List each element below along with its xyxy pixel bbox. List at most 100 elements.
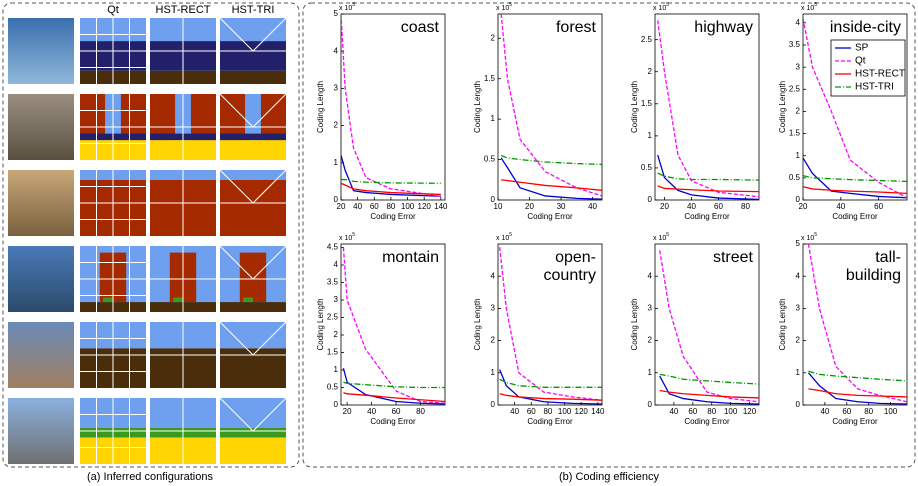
segment <box>220 427 286 438</box>
y-axis-label: Coding Length <box>473 298 482 350</box>
series-line <box>343 392 445 403</box>
series-line <box>341 178 441 184</box>
x-tick-label: 60 <box>714 202 723 211</box>
y-tick-label: 4 <box>796 18 801 27</box>
y-tick-label: 3.5 <box>327 278 339 287</box>
plot-area <box>497 243 603 406</box>
y-tick-label: 1 <box>648 368 653 377</box>
partition-line <box>252 169 287 204</box>
y-axis-label: Coding Length <box>778 298 787 350</box>
multiplier-base: x 10 <box>653 5 666 12</box>
x-axis-label: Coding Error <box>527 417 573 426</box>
series-line <box>659 375 759 405</box>
plot-area <box>802 243 908 406</box>
x-tick-label: 40 <box>836 202 845 211</box>
photo <box>8 170 74 236</box>
y-tick-label: 1 <box>491 368 496 377</box>
segment <box>220 437 286 464</box>
chart-title: forest <box>556 19 597 36</box>
series-line <box>803 186 907 195</box>
y-tick-label: 1.5 <box>484 74 496 83</box>
x-tick-label: 60 <box>370 202 379 211</box>
multiplier-exponent: 5 <box>352 232 355 238</box>
y-tick-label: 0 <box>796 195 801 204</box>
y-tick-label: 2.5 <box>641 35 653 44</box>
series-line <box>342 368 445 405</box>
y-multiplier: x 105 <box>801 232 817 242</box>
multiplier-base: x 10 <box>801 5 814 12</box>
series-group <box>342 247 445 405</box>
y-tick-label: 1.5 <box>641 99 653 108</box>
y-tick-label: 0 <box>491 195 496 204</box>
x-tick-label: 80 <box>386 202 395 211</box>
chart-title: building <box>846 267 901 284</box>
series-line <box>659 389 759 399</box>
plot-area <box>340 13 446 201</box>
x-axis-label: Coding Error <box>370 417 416 426</box>
x-tick-label: 30 <box>557 202 566 211</box>
partition-line <box>219 321 254 356</box>
x-tick-label: 80 <box>543 407 552 416</box>
multiplier-exponent: 5 <box>814 2 817 8</box>
y-axis-label: Coding Length <box>630 298 639 350</box>
x-tick-label: 40 <box>367 407 376 416</box>
series-line <box>499 378 602 388</box>
y-tick-label: 5 <box>334 9 339 18</box>
column-header: HST-TRI <box>232 4 275 16</box>
segment <box>190 94 216 141</box>
plot-area <box>654 13 760 201</box>
right-caption: (b) Coding efficiency <box>559 471 660 483</box>
multiplier-base: x 10 <box>496 235 509 242</box>
series-line <box>803 157 907 199</box>
x-tick-label: 60 <box>688 407 697 416</box>
x-axis-label: Coding Error <box>684 212 730 221</box>
x-tick-label: 100 <box>558 407 572 416</box>
column-header: Qt <box>107 4 119 16</box>
series-line <box>803 18 907 199</box>
multiplier-exponent: 5 <box>352 2 355 8</box>
partition-line <box>252 245 287 280</box>
y-tick-label: 1 <box>334 365 339 374</box>
series-line <box>659 250 759 403</box>
photo <box>8 246 74 312</box>
legend-label: Qt <box>855 56 866 67</box>
y-multiplier: x 105 <box>653 232 669 242</box>
series-line <box>341 155 441 197</box>
y-tick-label: 2.5 <box>327 313 339 322</box>
x-tick-label: 60 <box>842 407 851 416</box>
partition-line <box>252 17 287 52</box>
x-tick-label: 100 <box>884 407 898 416</box>
series-line <box>342 247 445 404</box>
photo <box>8 18 74 84</box>
segment <box>220 133 286 141</box>
segment <box>220 398 286 428</box>
series-line <box>657 154 759 200</box>
y-tick-label: 0.5 <box>327 383 339 392</box>
y-tick-label: 2 <box>648 67 653 76</box>
partition-line <box>219 397 254 432</box>
y-tick-label: 2 <box>491 336 496 345</box>
x-tick-label: 40 <box>588 202 597 211</box>
y-tick-label: 3.5 <box>789 40 801 49</box>
chart-title: coast <box>401 19 440 36</box>
y-axis-label: Coding Length <box>630 81 639 133</box>
y-tick-label: 4.5 <box>327 243 339 252</box>
photo <box>8 322 74 388</box>
partition-line <box>219 17 254 52</box>
y-tick-label: 2.5 <box>789 84 801 93</box>
x-tick-label: 20 <box>525 202 534 211</box>
multiplier-exponent: 5 <box>509 2 512 8</box>
segment <box>150 94 176 141</box>
x-tick-label: 120 <box>418 202 432 211</box>
column-header: HST-RECT <box>156 4 211 16</box>
y-tick-label: 0 <box>796 400 801 409</box>
series-line <box>807 372 907 405</box>
y-tick-label: 3 <box>648 304 653 313</box>
series-line <box>341 14 441 197</box>
series-group <box>659 250 759 405</box>
photo <box>8 398 74 464</box>
left-caption: (a) Inferred configurations <box>87 471 213 483</box>
y-tick-label: 3 <box>796 304 801 313</box>
y-tick-label: 0.5 <box>641 163 653 172</box>
